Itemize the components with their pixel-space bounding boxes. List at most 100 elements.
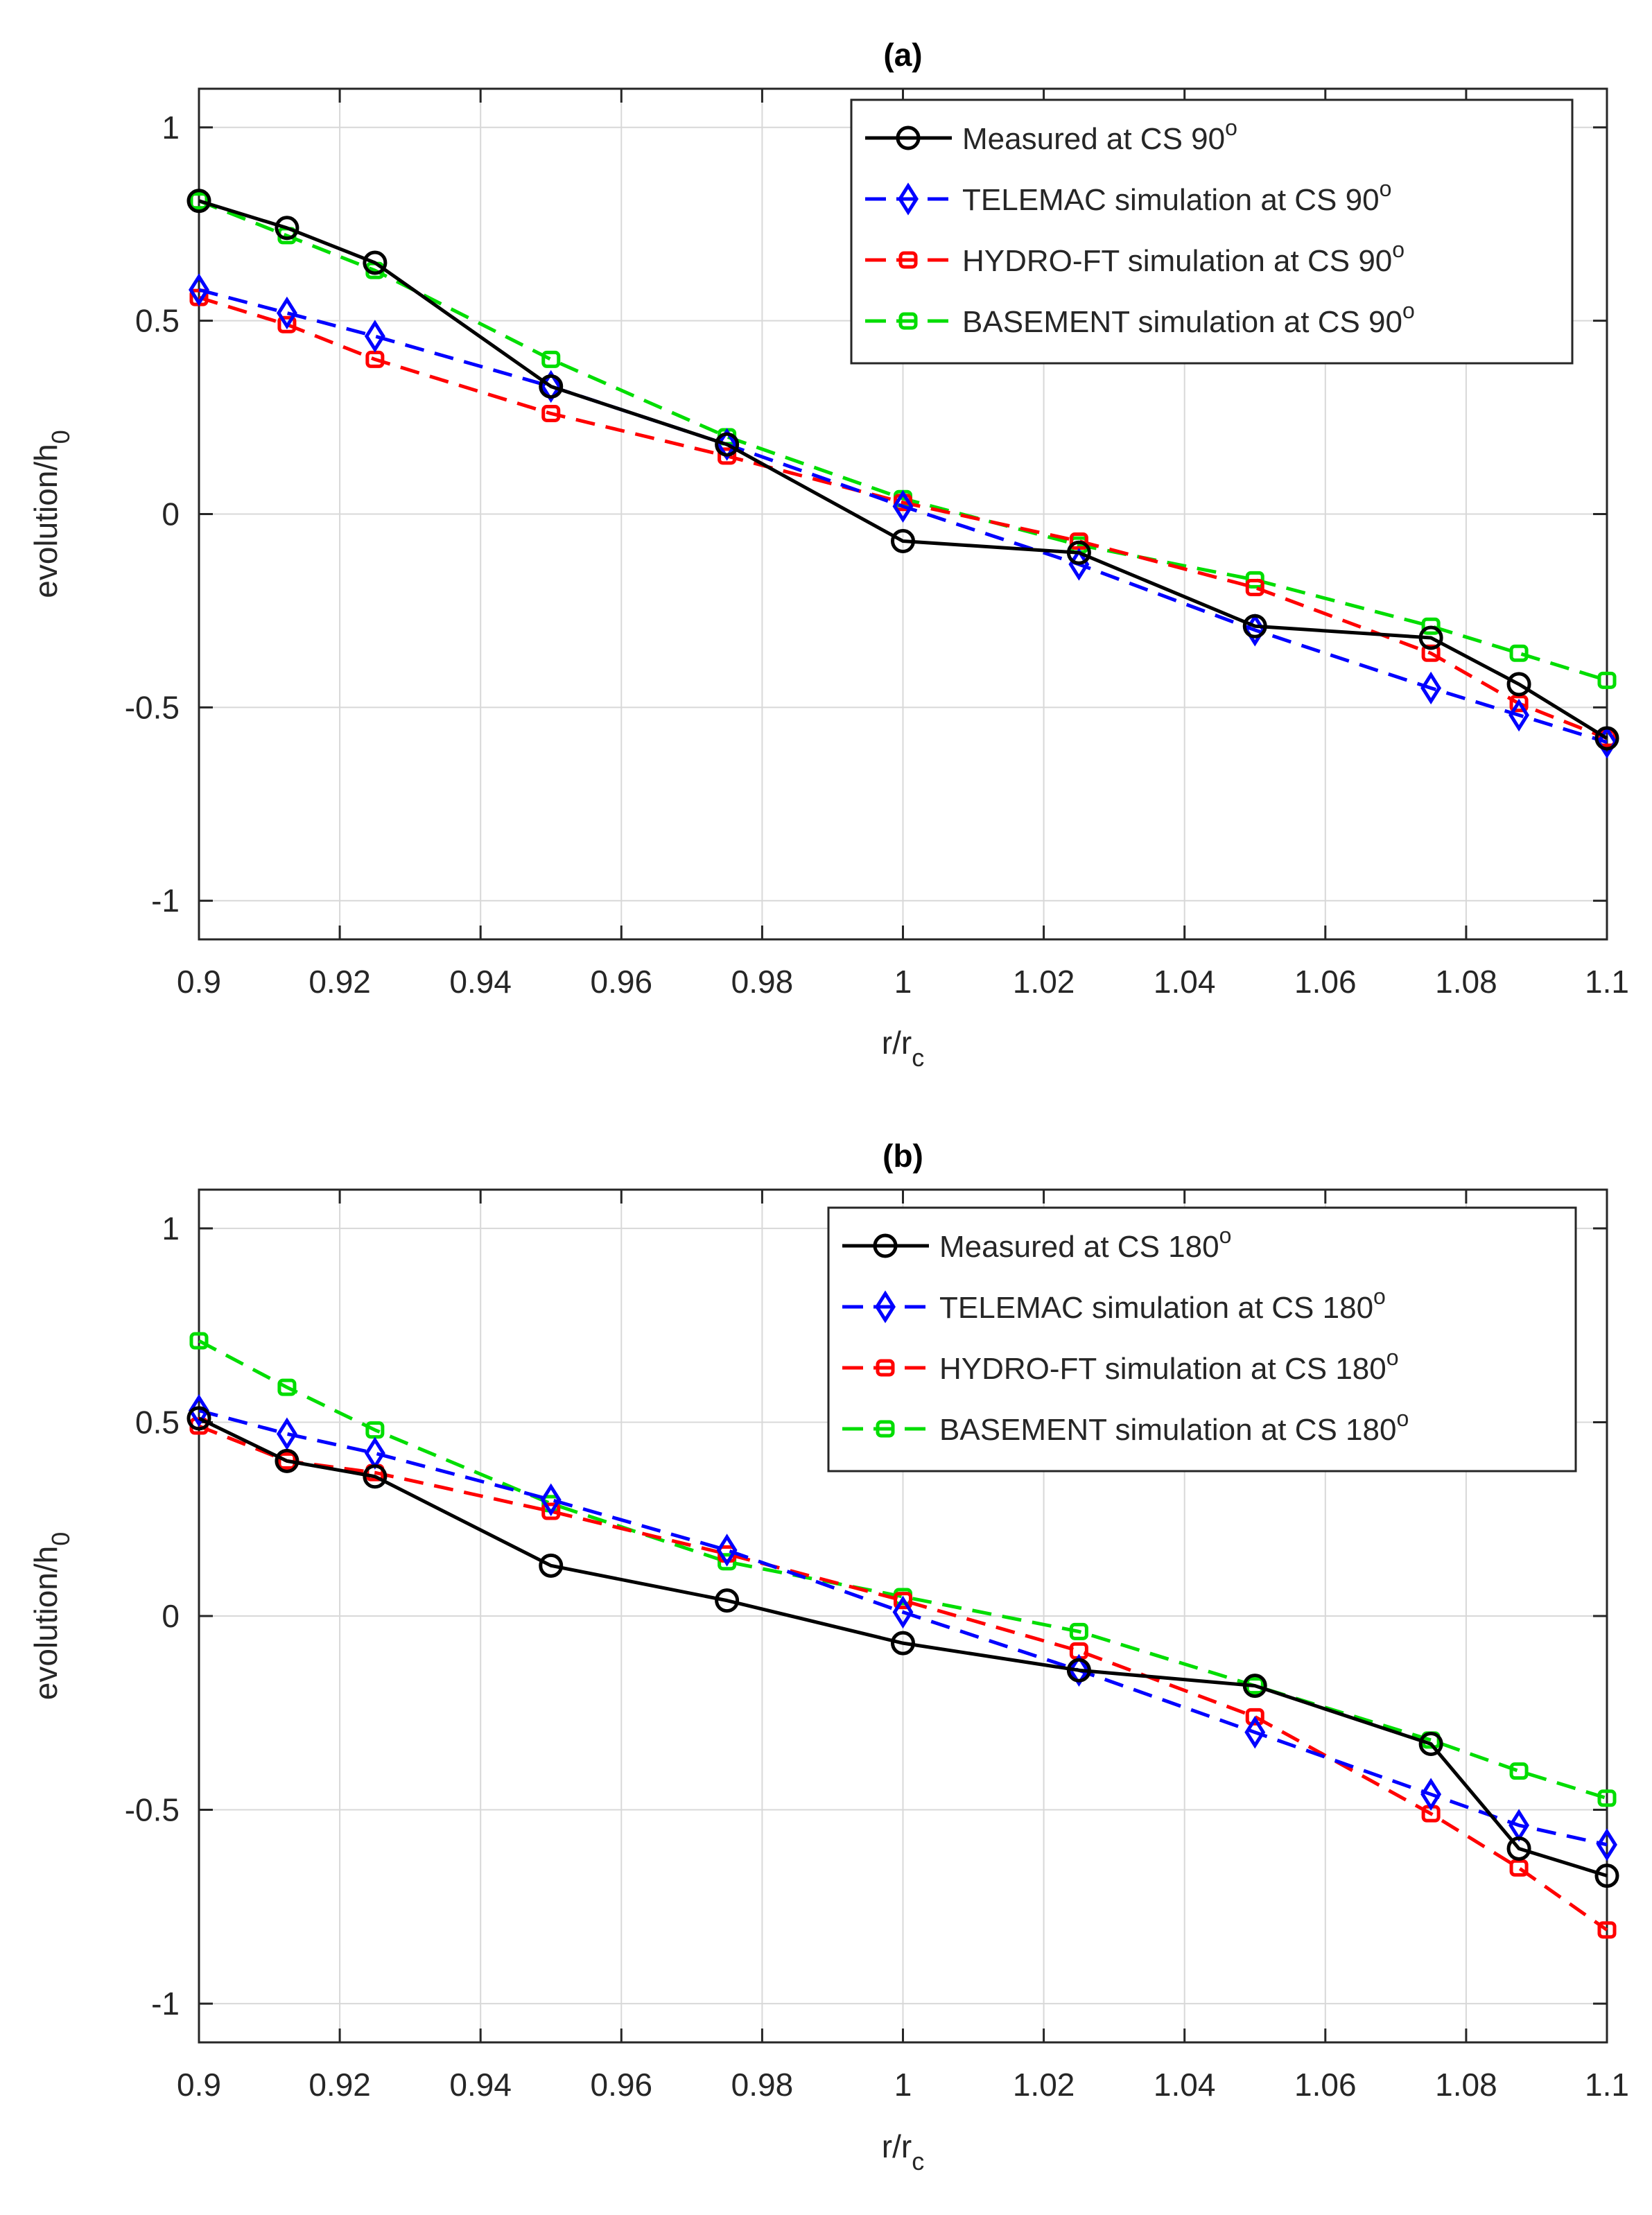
series-measured xyxy=(186,189,1619,751)
y-tick-label: 0 xyxy=(162,496,180,532)
legend: Measured at CS 180o TELEMAC simulation at… xyxy=(827,1206,1577,1473)
x-tick-label: 0.94 xyxy=(449,964,512,1000)
data-point-basement xyxy=(1509,644,1529,662)
series-hydroft xyxy=(189,288,1617,747)
legend-marker-hydroft xyxy=(898,251,918,269)
x-tick-label: 0.92 xyxy=(308,964,371,1000)
x-tick-label: 1.06 xyxy=(1294,964,1357,1000)
y-tick-label: -0.5 xyxy=(125,689,180,725)
x-tick-label: 1.04 xyxy=(1154,2067,1216,2103)
data-point-measured xyxy=(539,374,564,399)
x-tick-label: 0.94 xyxy=(449,2067,512,2103)
legend-label-hydroft: HYDRO-FT simulation at CS 180o xyxy=(939,1345,1399,1386)
data-point-hydroft xyxy=(1245,578,1264,596)
data-point-telemac xyxy=(1597,1828,1617,1861)
data-point-measured xyxy=(186,1406,211,1431)
legend-label-basement: BASEMENT simulation at CS 90o xyxy=(962,298,1415,339)
chart-panels: 0.9 0.92 0.94 0.96 0.98 1 1.02 1.04 1.06 1.08 1.1 1… xyxy=(28,37,1629,2175)
data-point-measured xyxy=(363,250,388,275)
data-point-telemac xyxy=(189,273,209,306)
x-tick-label: 1.08 xyxy=(1435,964,1497,1000)
legend-box xyxy=(850,98,1574,365)
data-point-telemac xyxy=(716,1534,738,1567)
series-line-telemac xyxy=(198,1409,1608,1847)
x-tick-label: 0.98 xyxy=(731,2067,794,2103)
data-point-measured xyxy=(715,432,740,457)
series-line-basement xyxy=(198,199,1608,682)
data-point-basement xyxy=(1509,1762,1529,1780)
data-point-telemac xyxy=(716,428,738,461)
y-tick-label: -0.5 xyxy=(125,1792,180,1828)
data-point-telemac xyxy=(189,1394,209,1427)
data-point-hydroft xyxy=(541,1502,561,1520)
legend-marker-basement xyxy=(876,1420,895,1438)
x-tick-label: 1.02 xyxy=(1013,964,1075,1000)
data-point-telemac xyxy=(1597,725,1617,759)
x-tick-label: 0.9 xyxy=(177,964,221,1000)
x-tick-label: 1.1 xyxy=(1585,2067,1629,2103)
legend-label-telemac: TELEMAC simulation at CS 90o xyxy=(962,176,1391,217)
data-point-measured xyxy=(186,189,211,214)
legend-box xyxy=(827,1206,1577,1473)
data-point-telemac xyxy=(540,1483,562,1516)
data-point-telemac xyxy=(364,320,385,353)
legend-marker-measured xyxy=(896,125,921,150)
data-point-measured xyxy=(1242,1674,1267,1699)
chart-title: (b) xyxy=(882,1138,923,1174)
x-tick-label: 0.9 xyxy=(177,2067,221,2103)
data-point-measured xyxy=(275,216,299,241)
y-tick-label: -1 xyxy=(151,883,180,919)
y-tick-label: 0.5 xyxy=(135,303,180,339)
series-line-measured xyxy=(198,199,1608,740)
legend-label-hydroft: HYDRO-FT simulation at CS 90o xyxy=(962,237,1405,278)
data-point-telemac xyxy=(1420,1778,1442,1811)
series-line-hydroft xyxy=(198,1424,1608,1931)
x-tick-label: 1 xyxy=(894,964,912,1000)
data-point-basement xyxy=(541,350,561,368)
data-point-telemac xyxy=(1244,1716,1266,1749)
data-point-basement xyxy=(1069,1622,1088,1640)
data-point-telemac xyxy=(1420,671,1442,705)
x-tick-label: 1.02 xyxy=(1013,2067,1075,2103)
data-point-telemac xyxy=(276,1417,297,1450)
data-point-measured xyxy=(1418,625,1443,650)
x-tick-label: 0.92 xyxy=(308,2067,371,2103)
data-point-measured xyxy=(1242,614,1267,639)
chart-panel-2: 0.9 0.92 0.94 0.96 0.98 1 1.02 1.04 1.06 1.08 1.1 1… xyxy=(28,1138,1629,2175)
series-measured xyxy=(186,1406,1619,1888)
legend-label-basement: BASEMENT simulation at CS 180o xyxy=(939,1406,1409,1447)
legend: Measured at CS 90o TELEMAC simulation at … xyxy=(850,98,1574,365)
data-point-hydroft xyxy=(718,447,737,465)
x-tick-label: 0.98 xyxy=(731,964,794,1000)
x-tick-label: 1 xyxy=(894,2067,912,2103)
x-tick-label: 0.96 xyxy=(591,2067,653,2103)
data-point-telemac xyxy=(892,1595,914,1629)
data-point-telemac xyxy=(892,489,914,523)
data-point-measured xyxy=(1506,1836,1531,1861)
chart-title: (a) xyxy=(883,37,922,73)
data-point-measured xyxy=(715,1588,740,1613)
x-tick-label: 1.1 xyxy=(1585,964,1629,1000)
data-point-measured xyxy=(1506,672,1531,697)
data-point-hydroft xyxy=(1245,1708,1264,1726)
data-point-telemac xyxy=(1068,1653,1090,1687)
data-point-basement xyxy=(189,1332,209,1350)
data-point-measured xyxy=(891,529,915,554)
legend-marker-hydroft xyxy=(876,1359,895,1377)
data-point-hydroft xyxy=(894,1592,912,1610)
data-point-basement xyxy=(1421,617,1441,635)
y-tick-label: -1 xyxy=(151,1986,180,2022)
y-axis-label: evolution/h0 xyxy=(28,1532,75,1701)
series-telemac xyxy=(189,1394,1617,1861)
data-point-telemac xyxy=(1508,698,1530,732)
y-tick-label: 1 xyxy=(162,1210,180,1247)
legend-label-telemac: TELEMAC simulation at CS 180o xyxy=(939,1284,1386,1325)
data-point-measured xyxy=(1066,540,1091,565)
data-point-measured xyxy=(1594,1864,1619,1888)
x-axis-label: r/rc xyxy=(882,1025,924,1072)
y-tick-label: 1 xyxy=(162,110,180,146)
series-line-hydroft xyxy=(198,295,1608,740)
data-point-basement xyxy=(1597,1789,1617,1807)
data-point-basement xyxy=(189,192,209,210)
